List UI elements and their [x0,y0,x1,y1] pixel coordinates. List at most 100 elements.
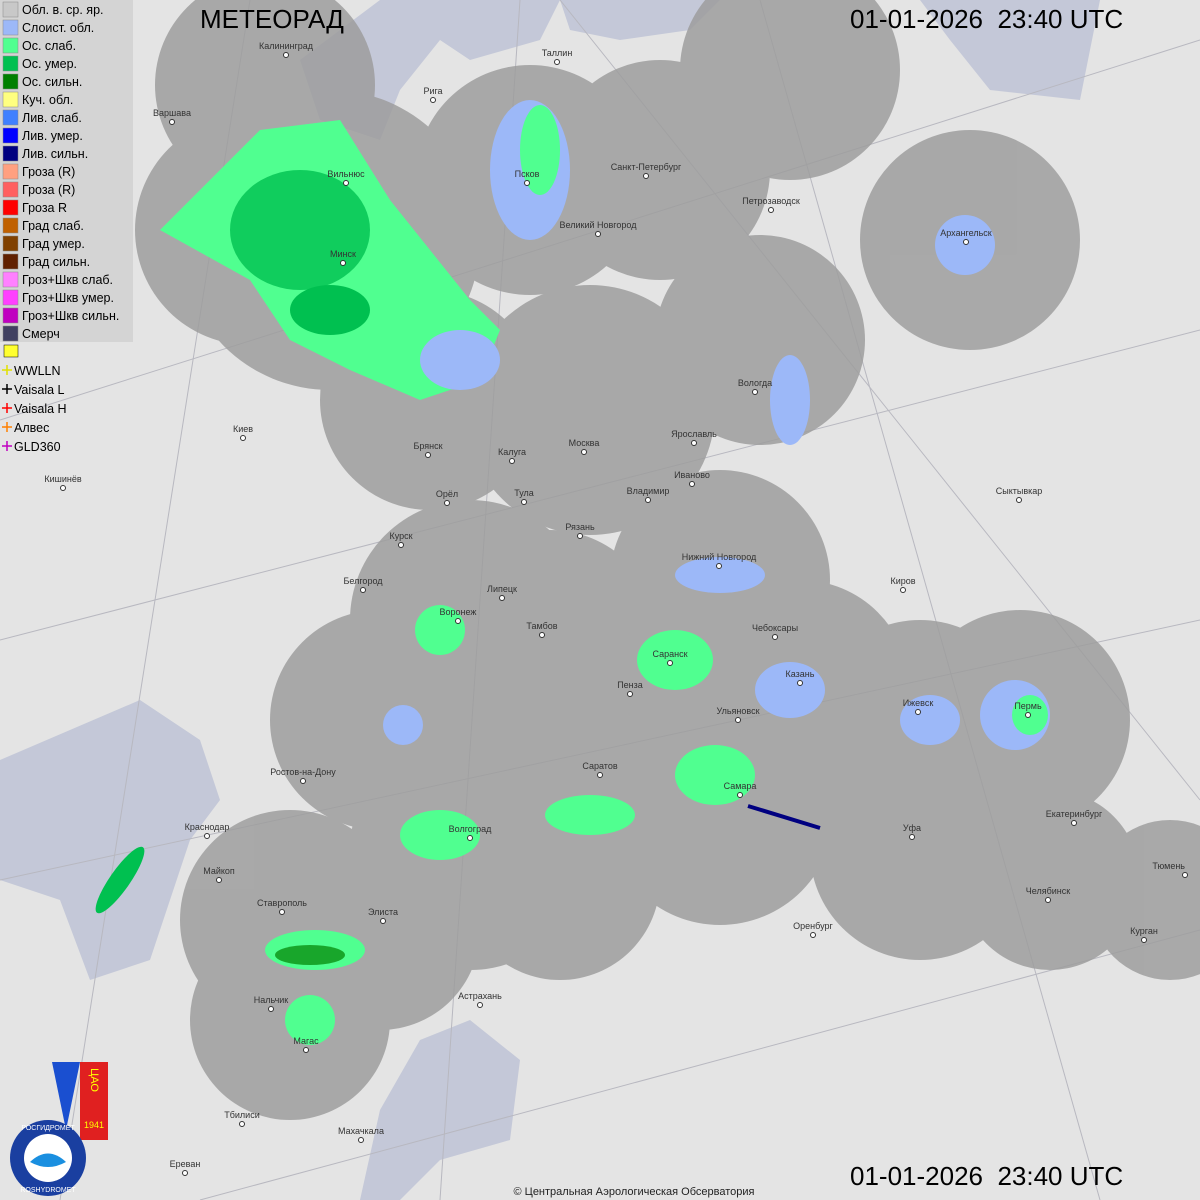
city-dot [509,458,515,464]
lightning-label: Алвес [14,421,49,435]
city-dot [595,231,601,237]
city-label: Ставрополь [257,898,307,908]
city-dot [1025,712,1031,718]
city-label: Махачкала [338,1126,384,1136]
city-dot [915,709,921,715]
city-dot [268,1006,274,1012]
city-dot [797,680,803,686]
timestamp-top: 01-01-2026 23:40 UTC [850,4,1123,34]
city-dot [772,634,778,640]
legend-swatch [2,127,19,144]
city-dot [169,119,175,125]
city-dot [300,778,306,784]
legend-panel [0,0,133,342]
logo-cao-text: ЦАО [88,1068,100,1092]
lightning-symbol [2,384,12,394]
gulf-of-finland [560,0,720,40]
legend-swatch [2,1,19,18]
lightning-symbol [2,441,12,451]
city-labels: Калининград Таллин Рига Варшава Вильнюс Псков… [44,41,1188,1176]
city-dot [539,632,545,638]
city-dot [909,834,915,840]
legend-label: Гроза R [22,201,67,215]
city-dot [597,772,603,778]
city-dot [444,500,450,506]
city-label: Ижевск [903,698,934,708]
city-label: Владимир [627,486,670,496]
legend-label: Град слаб. [22,219,84,233]
legend-swatch [2,199,19,216]
city-label: Тбилиси [224,1110,260,1120]
city-dot [554,59,560,65]
city-dot [380,918,386,924]
city-dot [627,691,633,697]
city-label: Ярославль [671,429,717,439]
logos: ЦАО 1941 РОСГИДРОМЕТ ROSHYDROMET [10,1062,108,1196]
city-label: Вильнюс [327,169,365,179]
city-label: Варшава [153,108,191,118]
title: МЕТЕОРАД [200,4,344,34]
legend-swatch [2,91,19,108]
city-dot [430,97,436,103]
city-label: Уфа [903,823,921,833]
legend-swatch [2,37,19,54]
city-dot [737,792,743,798]
city-dot [182,1170,188,1176]
city-label: Ульяновск [716,706,759,716]
city-label: Пермь [1014,701,1042,711]
legend-swatch [2,145,19,162]
city-dot [499,595,505,601]
city-dot [455,618,461,624]
legend-swatch [2,289,19,306]
city-label: Брянск [413,441,442,451]
city-dot [279,909,285,915]
legend-label: Гроза (R) [22,165,75,179]
city-label: Оренбург [793,921,833,931]
white-sea [920,0,1100,100]
city-label: Липецк [487,584,517,594]
legend-swatch [2,253,19,270]
lightning-symbol [2,403,12,413]
city-label: Нижний Новгород [682,552,757,562]
lightning-symbol [2,422,12,432]
city-label: Белгород [343,576,383,586]
logo-flag [52,1062,80,1130]
city-label: Самара [724,781,757,791]
city-label: Казань [786,669,815,679]
lightning-toggle-icon [3,344,19,358]
city-label: Волгоград [449,824,492,834]
city-dot [691,440,697,446]
legend-label: Гроз+Шкв умер. [22,291,114,305]
city-label: Киров [890,576,915,586]
city-label: Ростов-на-Дону [270,767,336,777]
city-label: Ереван [170,1159,201,1169]
city-dot [283,52,289,58]
city-label: Санкт-Петербург [611,162,682,172]
timestamp-bottom: 01-01-2026 23:40 UTC [850,1161,1123,1191]
city-label: Магас [293,1036,319,1046]
city-dot [358,1137,364,1143]
city-dot [735,717,741,723]
city-label: Саранск [652,649,687,659]
legend-label: Гроз+Шкв слаб. [22,273,113,287]
caspian-sea [360,1020,520,1200]
city-label: Элиста [368,907,398,917]
legend-label: Гроз+Шкв сильн. [22,309,119,323]
city-dot [240,435,246,441]
legend-label: Слоист. обл. [22,21,94,35]
city-label: Майкоп [203,866,235,876]
city-dot [768,207,774,213]
copyright: © Центральная Аэрологическая Обсерватори… [514,1186,755,1198]
city-dot [577,533,583,539]
city-dot [581,449,587,455]
city-dot [360,587,366,593]
legend-swatch [2,55,19,72]
city-dot [239,1121,245,1127]
legend-swatch [2,163,19,180]
legend-label: Ос. слаб. [22,39,76,53]
legend-label: Град умер. [22,237,85,251]
city-label: Киев [233,424,253,434]
legend-swatch [2,325,19,342]
city-label: Пенза [617,680,643,690]
